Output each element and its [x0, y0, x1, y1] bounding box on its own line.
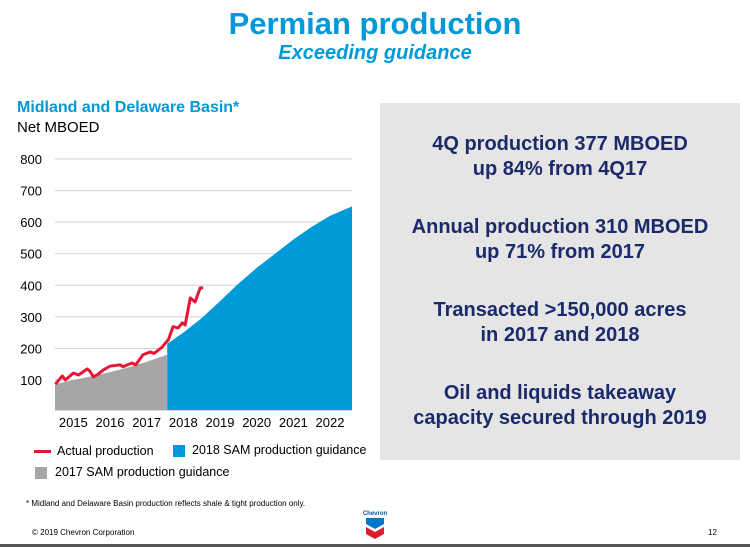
highlights-panel: 4Q production 377 MBOED up 84% from 4Q17 … — [380, 103, 740, 460]
legend-label: 2017 SAM production guidance — [55, 465, 230, 479]
bottom-rule — [0, 544, 750, 547]
x-tick-label: 2020 — [242, 415, 271, 430]
y-tick-label: 500 — [20, 247, 42, 262]
legend-2018: 2018 SAM production guidance — [173, 443, 366, 457]
y-tick-label: 200 — [20, 341, 42, 356]
legend-2017: 2017 SAM production guidance — [35, 465, 229, 479]
x-tick-label: 2016 — [96, 415, 125, 430]
line-actual-production — [54, 286, 204, 386]
legend-actual: Actual production — [34, 444, 154, 458]
highlight-production: 4Q production 377 MBOED up 84% from 4Q17 — [380, 132, 740, 182]
footnote: * Midland and Delaware Basin production … — [26, 499, 306, 508]
y-tick-label: 400 — [20, 278, 42, 293]
x-tick-label: 2019 — [206, 415, 235, 430]
chevron-logo: Chevron — [361, 508, 389, 545]
production-chart: 100 200 300 400 500 600 700 800 2015 2016 2017 2018… — [20, 152, 352, 430]
legend-label: Actual production — [57, 444, 154, 458]
x-tick-label: 2018 — [169, 415, 198, 430]
highlight-line: capacity secured through 2019 — [413, 407, 707, 430]
x-tick-label: 2015 — [59, 415, 88, 430]
slide-title: Permian production — [228, 6, 522, 41]
y-tick-label: 300 — [20, 310, 42, 325]
x-tick-label: 2022 — [316, 415, 345, 430]
highlight-line: up 71% from 2017 — [474, 240, 646, 263]
slide-subtitle: Exceeding guidance — [278, 42, 472, 64]
x-tick-label: 2017 — [132, 415, 161, 430]
highlight-line: Annual production 310 MBOED — [411, 215, 709, 238]
legend-label: 2018 SAM production guidance — [192, 443, 367, 457]
area-2017-guidance — [55, 354, 168, 410]
highlight-line: Transacted >150,000 acres — [433, 299, 687, 322]
x-tick-label: 2021 — [279, 415, 308, 430]
highlight-takeaway: Oil and liquids takeaway capacity secured… — [380, 381, 740, 431]
highlight-line: in 2017 and 2018 — [480, 324, 640, 347]
y-tick-label: 700 — [20, 184, 42, 199]
copyright: © 2019 Chevron Corporation — [32, 528, 135, 537]
page-number: 12 — [708, 528, 717, 537]
highlight-line: Oil and liquids takeaway — [443, 382, 677, 405]
highlight-line: 4Q production 377 MBOED — [432, 132, 688, 155]
legend-line-swatch — [34, 450, 51, 454]
area-2018-guidance — [167, 206, 352, 410]
y-tick-label: 100 — [20, 373, 42, 388]
chart-y-label: Net MBOED — [17, 119, 100, 136]
chevron-logo-icon: Chevron — [363, 511, 388, 539]
highlight-acres: Transacted >150,000 acres in 2017 and 201… — [380, 298, 740, 348]
chart-title: Midland and Delaware Basin* — [17, 99, 240, 116]
legend-box-swatch — [35, 466, 47, 479]
y-tick-label: 800 — [20, 152, 42, 167]
y-tick-label: 600 — [20, 215, 42, 230]
highlight-line: up 84% from 4Q17 — [472, 157, 648, 180]
highlight-annual: Annual production 310 MBOED up 71% from 2… — [380, 215, 740, 265]
svg-text:Chevron: Chevron — [363, 511, 388, 517]
legend-box-swatch — [173, 444, 185, 457]
